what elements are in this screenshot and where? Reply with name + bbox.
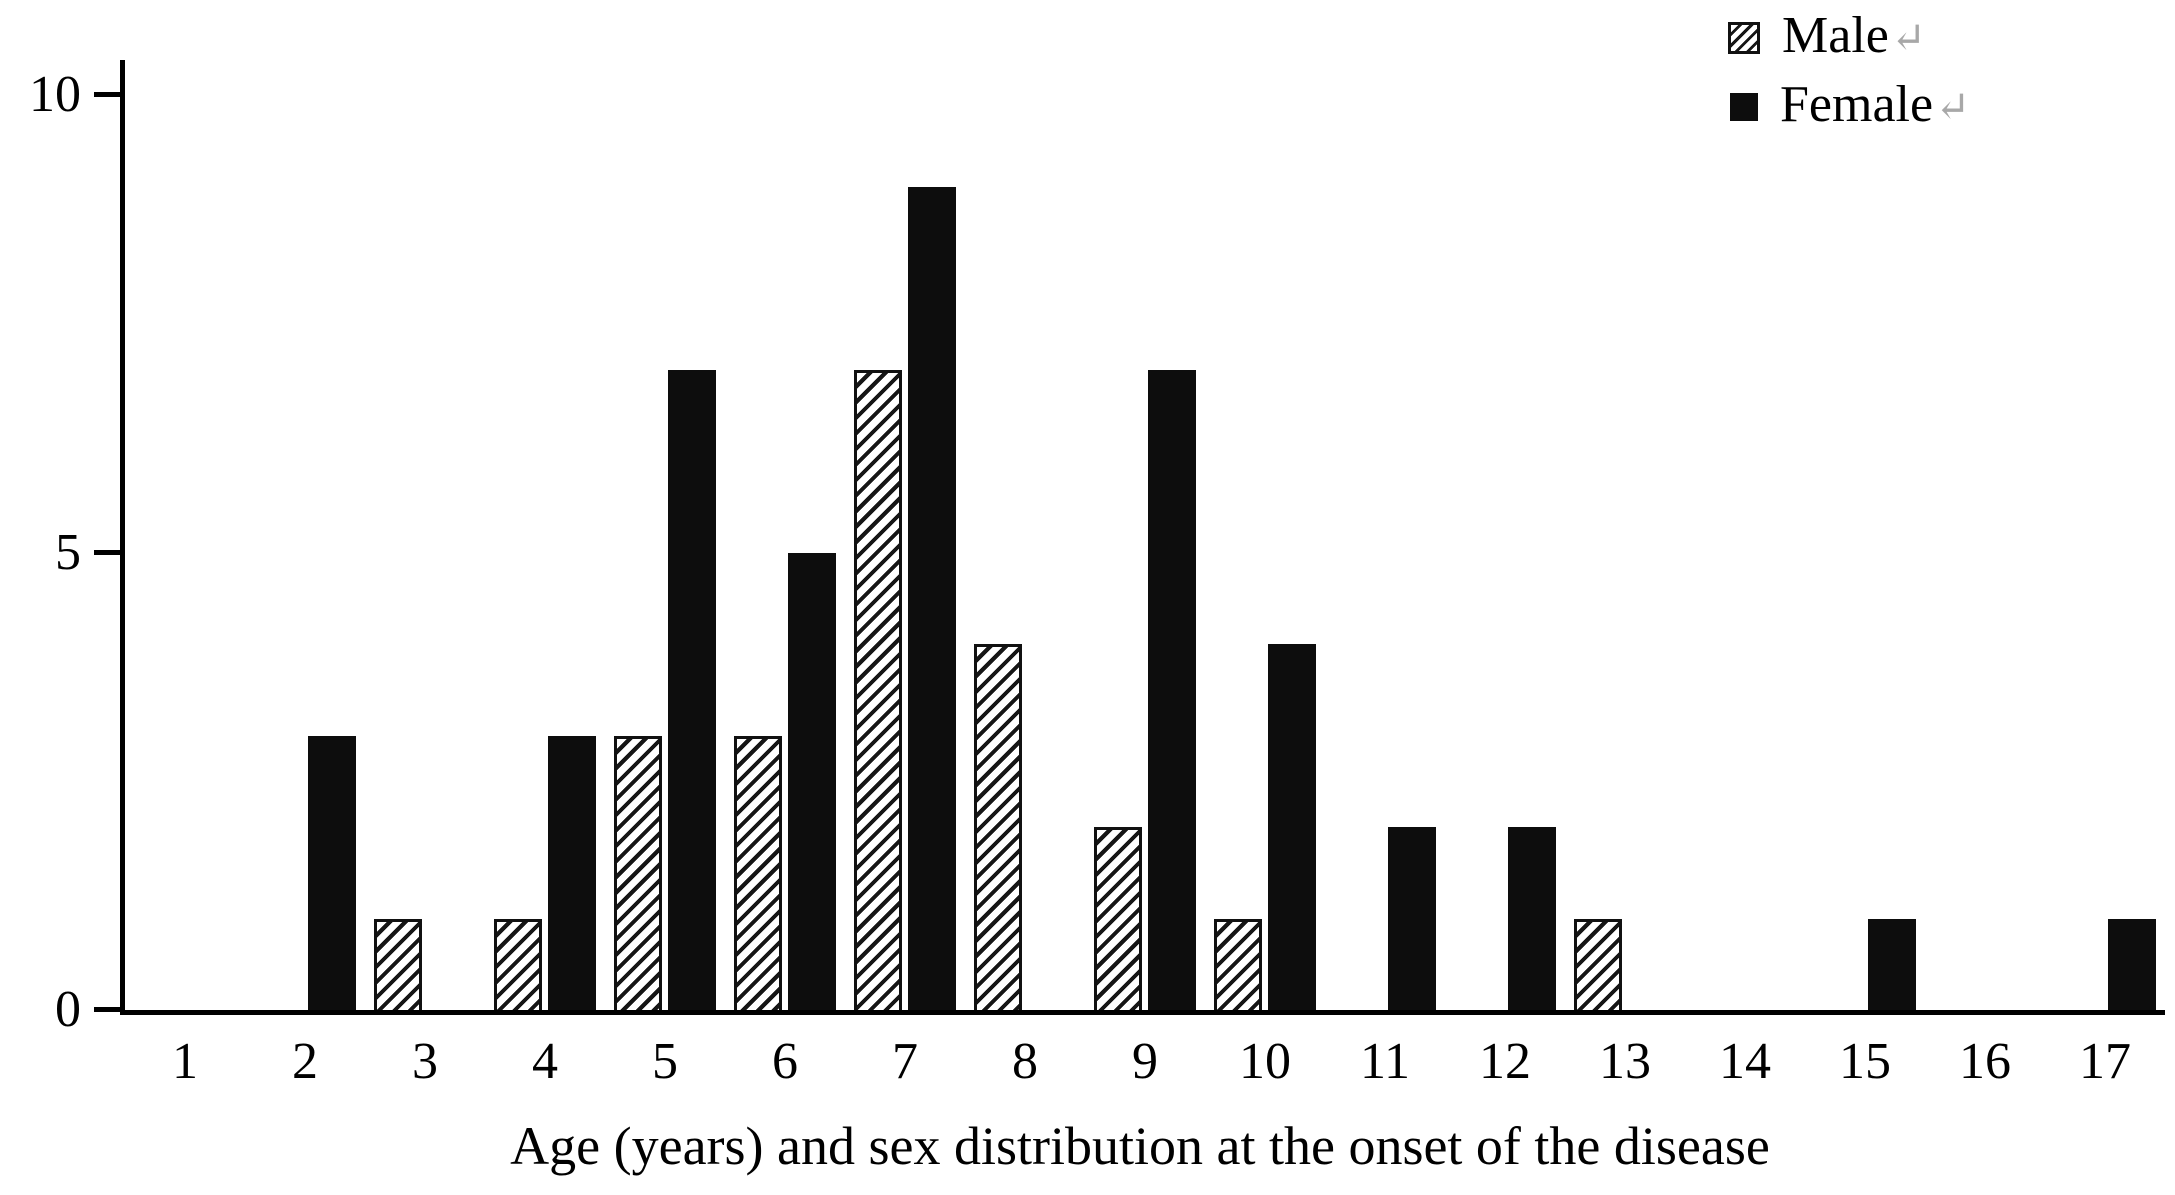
x-axis-label-15: 15 (1839, 1033, 1891, 1090)
y-axis-tick-10 (94, 92, 120, 97)
bar-male-age-9 (1094, 827, 1142, 1010)
x-axis-label-1: 1 (172, 1033, 198, 1090)
x-axis-label-10: 10 (1239, 1033, 1291, 1090)
legend-item-male: Male↵ (1728, 8, 1970, 67)
bar-female-age-5 (668, 369, 716, 1010)
bar-female-age-6 (788, 552, 836, 1010)
bar-female-age-4 (548, 735, 596, 1010)
bar-female-age-2 (308, 735, 356, 1010)
x-axis-label-14: 14 (1719, 1033, 1771, 1090)
bar-male-age-5 (614, 735, 662, 1010)
chart-legend: Male↵ Female↵ (1728, 8, 1970, 136)
bar-female-age-7 (908, 186, 956, 1010)
bar-female-age-17 (2108, 918, 2156, 1010)
paragraph-return-icon: ↵ (1935, 85, 1971, 131)
x-axis-label-12: 12 (1479, 1033, 1531, 1090)
bar-male-age-10 (1214, 918, 1262, 1010)
y-axis-label-10: 10 (29, 66, 81, 123)
y-axis-tick-0 (94, 1007, 120, 1012)
x-axis-label-11: 11 (1359, 1033, 1411, 1090)
y-axis-label-5: 5 (55, 523, 81, 581)
y-axis-label-0: 0 (55, 981, 81, 1038)
x-axis-label-16: 16 (1959, 1033, 2011, 1090)
legend-label-male: Male↵ (1782, 7, 1927, 64)
x-axis-label-4: 4 (532, 1033, 558, 1090)
x-axis-label-2: 2 (292, 1033, 318, 1090)
x-axis-title: Age (years) and sex distribution at the … (510, 1116, 1770, 1176)
legend-label-female: Female↵ (1780, 76, 1971, 133)
male-hatched-swatch-icon (1728, 21, 1760, 54)
bar-female-age-9 (1148, 369, 1196, 1010)
x-axis-label-13: 13 (1599, 1033, 1651, 1090)
x-axis-label-7: 7 (892, 1033, 918, 1090)
bar-male-age-4 (494, 918, 542, 1010)
bar-female-age-10 (1268, 644, 1316, 1010)
bar-female-age-12 (1508, 827, 1556, 1010)
bar-male-age-6 (734, 735, 782, 1010)
y-axis-tick-5 (94, 549, 120, 555)
bar-male-age-3 (374, 918, 422, 1010)
paragraph-return-icon: ↵ (1890, 16, 1927, 62)
x-axis-label-3: 3 (412, 1033, 438, 1090)
plot-area: 1 2 3 4 5 6 7 8 9 10 11 12 13 14 15 16 17 0 5 10 (29, 60, 2165, 1088)
x-axis-label-5: 5 (652, 1033, 678, 1090)
x-axis-label-9: 9 (1132, 1033, 1158, 1090)
x-axis-label-8: 8 (1012, 1033, 1038, 1090)
bar-male-age-13 (1574, 918, 1622, 1010)
female-solid-swatch-icon (1730, 92, 1758, 121)
bar-female-age-15 (1868, 918, 1916, 1010)
x-axis-label-6: 6 (772, 1033, 798, 1090)
bar-male-age-8 (974, 644, 1022, 1010)
x-axis-label-17: 17 (2079, 1033, 2131, 1090)
bar-female-age-11 (1388, 827, 1436, 1010)
bar-male-age-7 (854, 369, 902, 1010)
legend-item-female: Female↵ (1728, 77, 1970, 136)
